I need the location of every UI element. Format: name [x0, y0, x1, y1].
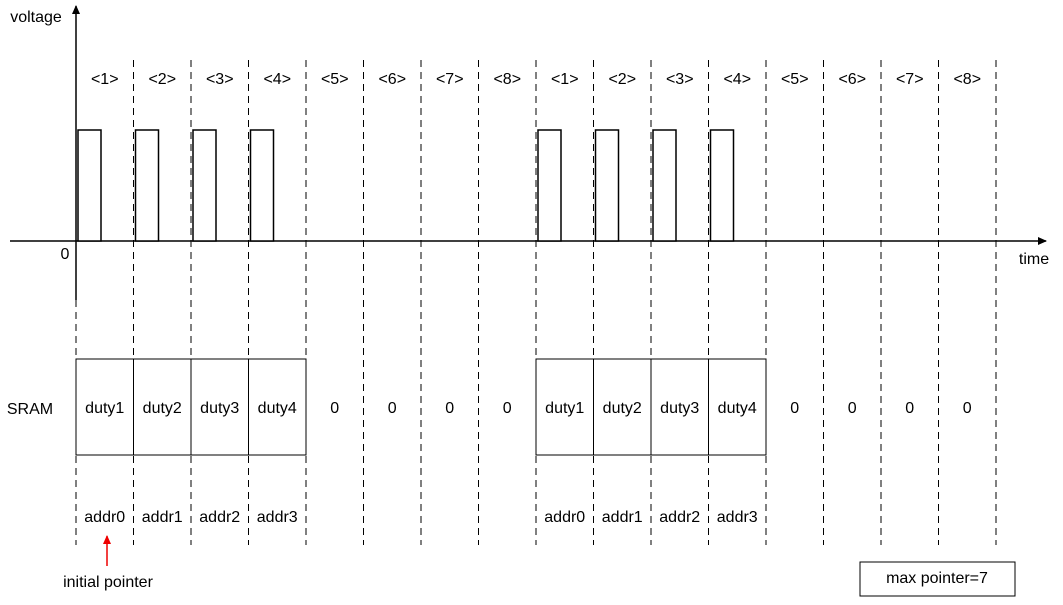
slot-label: <6>	[838, 71, 866, 88]
sram-cell: 0	[503, 400, 512, 417]
slot-label: <4>	[723, 71, 751, 88]
sram-cell: 0	[445, 400, 454, 417]
sram-cell: duty2	[603, 400, 642, 417]
addr-label: addr2	[199, 509, 240, 526]
slot-label: <1>	[551, 71, 579, 88]
pulse	[537, 129, 562, 242]
sram-cell: duty2	[143, 400, 182, 417]
slot-label: <2>	[148, 71, 176, 88]
addr-label: addr3	[257, 509, 298, 526]
max-pointer-box	[859, 561, 1016, 597]
pulse	[249, 129, 275, 242]
slot-label: <6>	[378, 71, 406, 88]
sram-cell: duty4	[258, 400, 297, 417]
slot-label: <3>	[666, 71, 694, 88]
slot-label: <8>	[493, 71, 521, 88]
origin-label: 0	[61, 246, 70, 263]
slot-label: <8>	[953, 71, 981, 88]
addr-label: addr0	[84, 509, 125, 526]
sram-cell: duty1	[85, 400, 124, 417]
sram-cell: duty4	[718, 400, 757, 417]
slot-label: <4>	[263, 71, 291, 88]
slot-label: <2>	[608, 71, 636, 88]
slot-label: <7>	[896, 71, 924, 88]
pulse	[192, 129, 217, 242]
sram-cell: 0	[905, 400, 914, 417]
sram-cell: 0	[330, 400, 339, 417]
slot-label: <1>	[91, 71, 119, 88]
sram-label: SRAM	[7, 401, 53, 418]
pulse	[652, 129, 677, 242]
pulse	[134, 129, 160, 242]
sram-cell: duty3	[200, 400, 239, 417]
addr-label: addr2	[659, 509, 700, 526]
timeline: <1> duty1 <2> duty2 <3> duty3 <4> duty4 <5> 0 <6> 0…	[75, 60, 997, 545]
sram-cell: 0	[848, 400, 857, 417]
slot-label: <7>	[436, 71, 464, 88]
slot-label: <5>	[321, 71, 349, 88]
pointer-label: initial pointer	[63, 574, 154, 591]
slot-label: <5>	[781, 71, 809, 88]
x-axis-label: time	[1019, 251, 1049, 268]
max-pointer: max pointer=7	[886, 570, 988, 587]
addr-label: addr1	[602, 509, 643, 526]
addr-label: addr1	[142, 509, 183, 526]
sram-cell: duty1	[545, 400, 584, 417]
pulse	[77, 129, 102, 242]
addr-label: addr0	[544, 509, 585, 526]
pulse	[709, 129, 735, 242]
addr-label: addr3	[717, 509, 758, 526]
y-axis-label: voltage	[10, 9, 62, 26]
sram-cell: 0	[388, 400, 397, 417]
sram-cell: duty3	[660, 400, 699, 417]
pulse	[594, 129, 620, 242]
sram-cell: 0	[963, 400, 972, 417]
slot-label: <3>	[206, 71, 234, 88]
sram-cell: 0	[790, 400, 799, 417]
